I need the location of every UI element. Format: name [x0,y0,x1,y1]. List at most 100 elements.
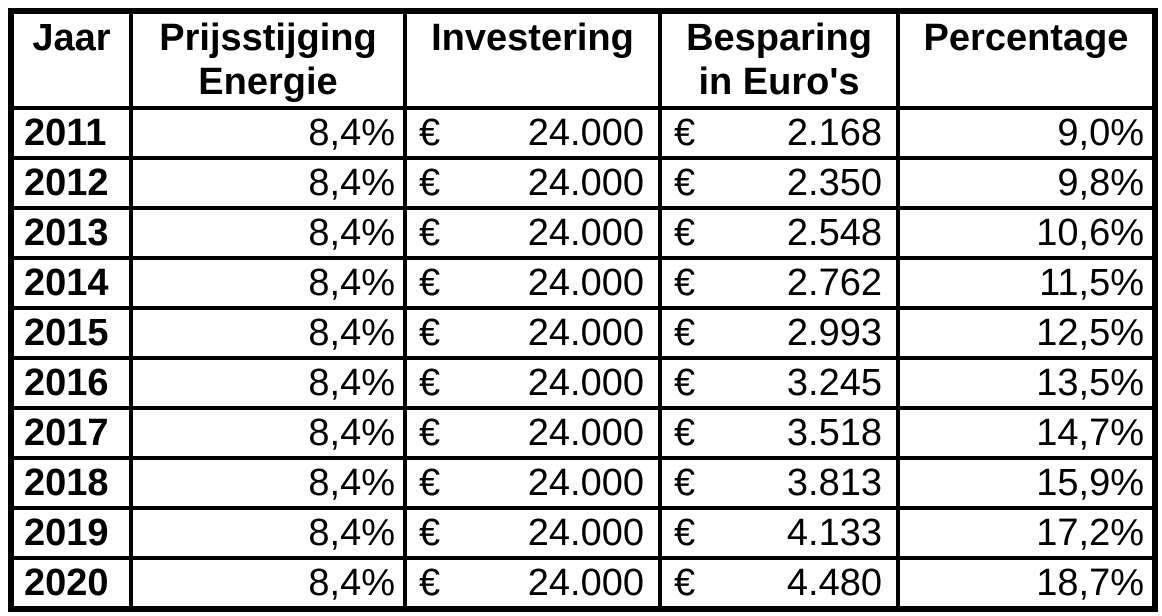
table-row: 2018 8,4% € 24.000 € 3.813 15,9% [9,456,1157,510]
savings-currency-symbol: € [674,511,696,554]
investment-cell: € 24.000 [403,456,662,510]
savings-amount: 3.813 [786,461,882,504]
col-header-prijsstijging-energie: Prijsstijging Energie [129,9,407,110]
investment-amount: 24.000 [527,561,644,604]
investment-currency-symbol: € [419,461,441,504]
table-row: 2016 8,4% € 24.000 € 3.245 13,5% [9,356,1157,410]
investment-currency-symbol: € [419,211,441,254]
year-cell: 2018 [9,456,133,510]
year-cell: 2016 [9,356,133,410]
investment-amount: 24.000 [527,461,644,504]
price-increase-cell: 8,4% [129,406,407,460]
investment-cell: € 24.000 [403,356,662,410]
investment-amount: 24.000 [527,261,644,304]
col-header-percentage: Percentage [896,9,1157,110]
savings-currency-symbol: € [674,361,696,404]
savings-cell: € 4.133 [658,506,900,560]
table-row: 2017 8,4% € 24.000 € 3.518 14,7% [9,406,1157,460]
savings-currency-symbol: € [674,411,696,454]
investment-cell: € 24.000 [403,106,662,160]
year-cell: 2020 [9,556,133,611]
price-increase-cell: 8,4% [129,306,407,360]
investment-currency-symbol: € [419,411,441,454]
year-cell: 2014 [9,256,133,310]
savings-amount: 4.480 [786,561,882,604]
price-increase-cell: 8,4% [129,206,407,260]
investment-amount: 24.000 [527,411,644,454]
percentage-cell: 17,2% [896,506,1157,560]
year-cell: 2012 [9,156,133,210]
investment-cell: € 24.000 [403,256,662,310]
investment-cell: € 24.000 [403,206,662,260]
table-row: 2019 8,4% € 24.000 € 4.133 17,2% [9,506,1157,560]
year-cell: 2015 [9,306,133,360]
percentage-cell: 13,5% [896,356,1157,410]
percentage-cell: 12,5% [896,306,1157,360]
investment-cell: € 24.000 [403,306,662,360]
price-increase-cell: 8,4% [129,556,407,611]
savings-cell: € 3.518 [658,406,900,460]
savings-amount: 2.762 [786,261,882,304]
col-header-jaar: Jaar [9,9,133,110]
investment-amount: 24.000 [527,161,644,204]
year-cell: 2011 [9,106,133,160]
investment-cell: € 24.000 [403,156,662,210]
investment-currency-symbol: € [419,311,441,354]
savings-amount: 2.548 [786,211,882,254]
savings-cell: € 2.548 [658,206,900,260]
savings-cell: € 3.813 [658,456,900,510]
price-increase-cell: 8,4% [129,456,407,510]
savings-amount: 2.993 [786,311,882,354]
table-row: 2014 8,4% € 24.000 € 2.762 11,5% [9,256,1157,310]
savings-cell: € 2.350 [658,156,900,210]
investment-amount: 24.000 [527,211,644,254]
investment-currency-symbol: € [419,261,441,304]
price-increase-cell: 8,4% [129,506,407,560]
savings-cell: € 4.480 [658,556,900,611]
savings-amount: 2.168 [786,111,882,154]
investment-amount: 24.000 [527,511,644,554]
table-row: 2020 8,4% € 24.000 € 4.480 18,7% [9,556,1157,611]
investment-currency-symbol: € [419,561,441,604]
table-row: 2012 8,4% € 24.000 € 2.350 9,8% [9,156,1157,210]
percentage-cell: 9,0% [896,106,1157,160]
investment-amount: 24.000 [527,111,644,154]
table-row: 2011 8,4% € 24.000 € 2.168 9,0% [9,106,1157,160]
header-row: Jaar Prijsstijging Energie Investering B… [9,9,1157,110]
investment-cell: € 24.000 [403,406,662,460]
percentage-cell: 18,7% [896,556,1157,611]
col-header-investering: Investering [403,9,662,110]
savings-currency-symbol: € [674,111,696,154]
savings-cell: € 2.762 [658,256,900,310]
savings-currency-symbol: € [674,461,696,504]
savings-cell: € 2.993 [658,306,900,360]
energy-savings-table: Jaar Prijsstijging Energie Investering B… [8,8,1158,612]
percentage-cell: 10,6% [896,206,1157,260]
year-cell: 2017 [9,406,133,460]
percentage-cell: 11,5% [896,256,1157,310]
investment-currency-symbol: € [419,511,441,554]
year-cell: 2019 [9,506,133,560]
savings-currency-symbol: € [674,161,696,204]
savings-currency-symbol: € [674,211,696,254]
savings-cell: € 3.245 [658,356,900,410]
investment-cell: € 24.000 [403,556,662,611]
price-increase-cell: 8,4% [129,106,407,160]
investment-cell: € 24.000 [403,506,662,560]
savings-currency-symbol: € [674,311,696,354]
investment-amount: 24.000 [527,361,644,404]
year-cell: 2013 [9,206,133,260]
percentage-cell: 15,9% [896,456,1157,510]
investment-currency-symbol: € [419,361,441,404]
table-row: 2013 8,4% € 24.000 € 2.548 10,6% [9,206,1157,260]
savings-cell: € 2.168 [658,106,900,160]
savings-amount: 4.133 [786,511,882,554]
savings-amount: 3.245 [786,361,882,404]
savings-currency-symbol: € [674,561,696,604]
col-header-besparing-in-euros: Besparing in Euro's [658,9,900,110]
price-increase-cell: 8,4% [129,356,407,410]
savings-currency-symbol: € [674,261,696,304]
price-increase-cell: 8,4% [129,156,407,210]
price-increase-cell: 8,4% [129,256,407,310]
